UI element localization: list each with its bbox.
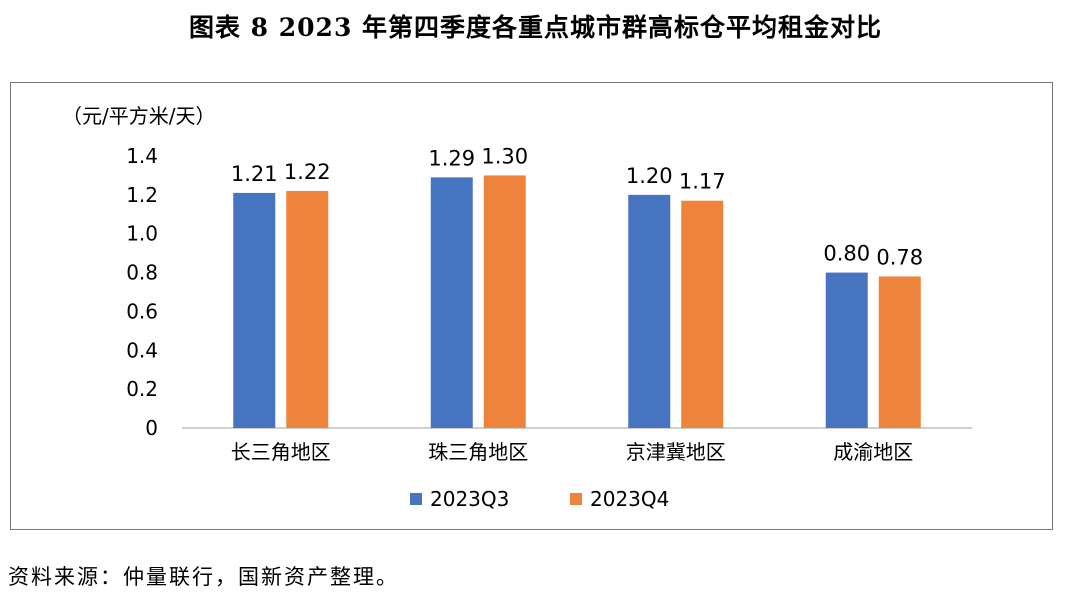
bar-2023Q3-成渝地区 — [825, 272, 868, 428]
x-category-label: 珠三角地区 — [428, 440, 528, 464]
bar-value-label: 1.20 — [626, 164, 673, 188]
bar-2023Q4-成渝地区 — [878, 276, 921, 428]
bars — [233, 175, 921, 428]
x-category-label: 成渝地区 — [833, 440, 913, 464]
chart-title: 图表 8 2023 年第四季度各重点城市群高标仓平均租金对比 — [188, 13, 883, 42]
bar-value-label: 1.29 — [428, 146, 475, 170]
x-category-labels: 长三角地区 珠三角地区 京津冀地区 成渝地区 — [231, 440, 914, 464]
y-tick-label: 0.4 — [126, 338, 158, 362]
bar-2023Q4-珠三角地区 — [483, 175, 526, 428]
bar-value-label: 1.30 — [481, 144, 528, 168]
bar-2023Q4-长三角地区 — [286, 190, 329, 428]
bar-2023Q3-京津冀地区 — [628, 194, 671, 428]
y-tick-label: 1.0 — [126, 222, 158, 246]
source-note: 资料来源：仲量联行，国新资产整理。 — [8, 565, 399, 589]
y-axis-unit-label: （元/平方米/天） — [62, 104, 215, 128]
bar-2023Q3-珠三角地区 — [430, 177, 473, 428]
x-category-label: 京津冀地区 — [626, 440, 726, 464]
legend-swatch-2023Q3 — [410, 493, 422, 505]
bar-2023Q4-京津冀地区 — [681, 200, 724, 428]
x-category-label: 长三角地区 — [231, 440, 331, 464]
bar-value-label: 1.17 — [679, 170, 726, 194]
y-tick-label: 1.4 — [126, 144, 158, 168]
y-tick-label: 1.2 — [126, 183, 158, 207]
legend-label: 2023Q3 — [430, 487, 509, 511]
legend-label: 2023Q4 — [590, 487, 669, 511]
legend: 2023Q3 2023Q4 — [410, 487, 669, 511]
legend-swatch-2023Q4 — [570, 493, 582, 505]
bar-value-label: 0.78 — [876, 245, 923, 269]
y-tick-label: 0.6 — [126, 299, 158, 323]
y-tick-labels: 0 0.2 0.4 0.6 0.8 1.0 1.2 1.4 — [126, 144, 158, 440]
bar-value-label: 1.21 — [231, 162, 278, 186]
y-tick-label: 0.2 — [126, 377, 158, 401]
bar-value-label: 0.80 — [823, 242, 870, 266]
bar-2023Q3-长三角地区 — [233, 192, 276, 428]
bar-value-label: 1.22 — [284, 160, 331, 184]
chart-frame — [10, 82, 1053, 530]
bar-value-labels: 1.21 1.22 1.29 1.30 1.20 1.17 0.80 0.78 — [231, 144, 923, 269]
y-tick-label: 0.8 — [126, 261, 158, 285]
y-tick-label: 0 — [145, 416, 158, 440]
